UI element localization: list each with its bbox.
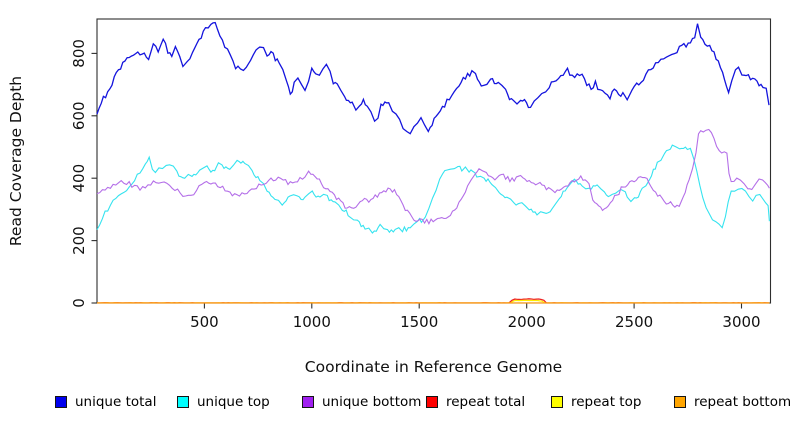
series-line-unique-bottom [96, 128, 770, 225]
y-axis-title: Read Coverage Depth [7, 76, 25, 246]
y-tick-400: 400 [70, 164, 88, 193]
legend-label: repeat total [446, 394, 526, 410]
series-line-unique-top [96, 144, 770, 234]
y-tick-800: 800 [70, 39, 88, 68]
legend-swatch-repeat-bottom [674, 396, 686, 408]
x-tick-500: 500 [190, 313, 219, 331]
legend-swatch-unique-bottom [302, 396, 314, 408]
x-tick-2500: 2500 [615, 313, 653, 331]
y-tick-600: 600 [70, 101, 88, 130]
series-line-unique-total [96, 21, 770, 135]
x-tick-3000: 3000 [722, 313, 760, 331]
y-axis: 0 200 400 600 800 [70, 39, 97, 308]
legend-label: unique total [75, 394, 157, 410]
legend-item-unique-total: unique total [55, 394, 156, 410]
legend-item-repeat-top: repeat top [551, 394, 641, 410]
legend-label: unique top [197, 394, 270, 410]
legend-label: repeat top [571, 394, 642, 410]
legend-label: repeat bottom [694, 394, 792, 410]
legend-swatch-repeat-total [426, 396, 438, 408]
x-tick-1000: 1000 [293, 313, 331, 331]
y-tick-200: 200 [70, 226, 88, 255]
legend-item-unique-bottom: unique bottom [302, 394, 421, 410]
legend-swatch-unique-total [55, 396, 67, 408]
y-tick-0: 0 [70, 298, 88, 308]
legend-item-repeat-total: repeat total [426, 394, 525, 410]
x-tick-1500: 1500 [400, 313, 438, 331]
legend-swatch-repeat-top [551, 396, 563, 408]
x-tick-2000: 2000 [508, 313, 546, 331]
legend-item-unique-top: unique top [177, 394, 270, 410]
x-axis: 500 1000 1500 2000 2500 3000 [190, 303, 761, 331]
legend-item-repeat-bottom: repeat bottom [674, 394, 791, 410]
legend-swatch-unique-top [177, 396, 189, 408]
x-axis-title: Coordinate in Reference Genome [305, 358, 562, 376]
legend-label: unique bottom [322, 394, 422, 410]
plot-box [96, 18, 772, 304]
legend: unique total unique top unique bottom re… [0, 394, 792, 412]
series-lines [96, 21, 770, 304]
